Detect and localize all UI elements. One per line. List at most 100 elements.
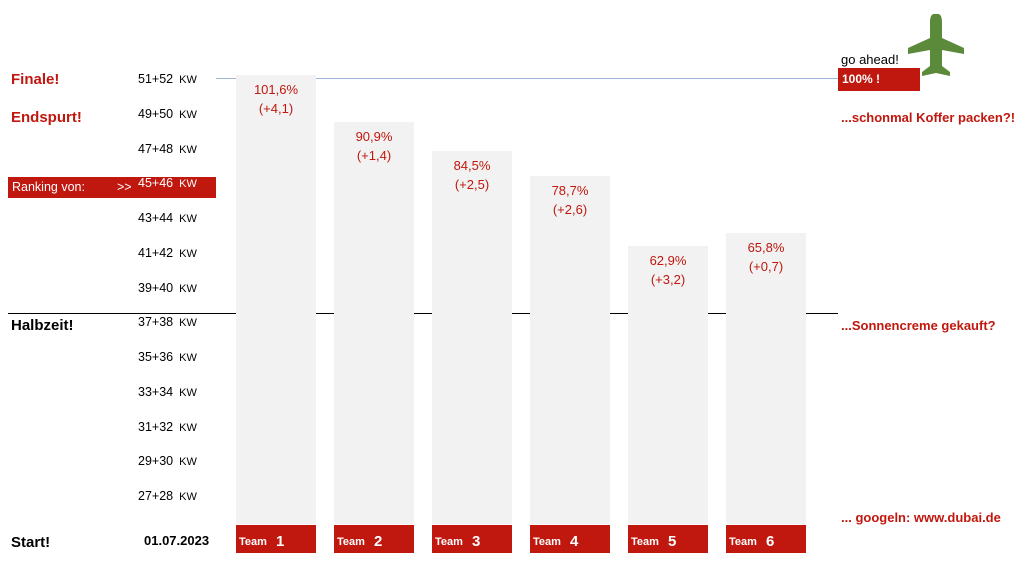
bar-change: (+0,7) [748, 259, 784, 275]
y-tick-period: 41+42 [138, 245, 174, 260]
y-tick-period: 47+48 [138, 141, 174, 156]
y-tick-period: 33+34 [138, 384, 174, 399]
y-tick-unit: KW [176, 74, 197, 86]
bar-team-2 [334, 122, 414, 524]
y-tick-label: 39+40 KW [138, 281, 197, 295]
bar-percent: 65,8% [747, 240, 785, 256]
team-number: 2 [374, 533, 383, 550]
halfway-line-segment [414, 313, 432, 314]
hundred-label: 100% ! [842, 72, 881, 86]
y-tick-label: 43+44 KW [138, 211, 197, 225]
team-number: 5 [668, 533, 677, 550]
y-tick-label: 31+32 KW [138, 420, 197, 434]
airplane-icon [908, 14, 964, 76]
koffer-label: ...schonmal Koffer packen?! [841, 110, 1016, 125]
bar-value-label: 84,5% (+2,5) [432, 156, 512, 194]
y-tick-label: 33+34 KW [138, 385, 197, 399]
y-tick-period: 31+32 [138, 419, 174, 434]
y-tick-label: 29+30 KW [138, 454, 197, 468]
halfway-line-segment [512, 313, 530, 314]
bar-change: (+3,2) [650, 271, 686, 287]
bar-team-1 [236, 74, 316, 524]
endspurt-label: Endspurt! [11, 109, 82, 126]
ranking-banner [8, 177, 216, 198]
y-tick-unit: KW [176, 178, 197, 191]
halfway-line-segment [316, 313, 334, 314]
start-date: 01.07.2023 [144, 533, 210, 548]
halbzeit-label: Halbzeit! [11, 317, 74, 334]
y-tick-unit: KW [176, 421, 197, 434]
y-tick-unit: KW [176, 317, 197, 330]
team-label: Team 3 [432, 525, 512, 553]
y-tick-unit: KW [176, 491, 197, 503]
team-word: Team [729, 536, 757, 548]
team-number: 1 [276, 533, 285, 550]
team-number: 3 [472, 533, 481, 550]
team-number: 6 [766, 533, 775, 550]
y-tick-period: 37+38 [138, 315, 174, 330]
team-word: Team [435, 536, 463, 548]
ranking-label: Ranking von: [12, 180, 85, 194]
halfway-line-segment [610, 313, 628, 314]
team-label: Team 5 [628, 525, 708, 553]
bar-team-6 [726, 233, 806, 524]
y-tick-period: 49+50 [138, 106, 174, 121]
bar-change: (+2,6) [552, 202, 588, 218]
start-label: Start! [11, 534, 51, 551]
y-tick-label: 49+50 KW [138, 107, 197, 121]
y-tick-unit: KW [176, 352, 197, 364]
bar-value-label: 62,9% (+3,2) [628, 251, 708, 289]
team-label: Team 4 [530, 525, 610, 553]
bar-percent: 84,5% [453, 157, 491, 173]
bar-change: (+1,4) [356, 148, 392, 164]
team-word: Team [239, 536, 267, 548]
bar-team-5 [628, 245, 708, 524]
halfway-line-segment [8, 313, 236, 314]
y-tick-period: 43+44 [138, 211, 174, 225]
y-tick-unit: KW [176, 282, 197, 295]
y-tick-unit: KW [176, 386, 197, 399]
y-tick-period: 29+30 [138, 454, 174, 469]
y-tick-unit: KW [176, 456, 197, 469]
ranking-arrow: >> [117, 180, 132, 194]
go-ahead-label: go ahead! [841, 52, 899, 67]
target-line [216, 78, 838, 79]
y-tick-label: 47+48 KW [138, 142, 197, 156]
bar-percent: 78,7% [551, 183, 589, 199]
bar-value-label: 101,6% (+4,1) [236, 80, 316, 118]
halfway-line-segment [806, 313, 838, 314]
bar-percent: 62,9% [649, 252, 687, 268]
y-tick-period: 39+40 [138, 280, 174, 295]
y-tick-unit: KW [176, 108, 197, 121]
team-label: Team 2 [334, 525, 414, 553]
bar-percent: 90,9% [355, 129, 393, 145]
y-tick-period: 35+36 [138, 350, 174, 364]
y-tick-period: 51+52 [138, 72, 174, 86]
googeln-label: ... googeln: www.dubai.de [841, 510, 1001, 525]
bar-value-label: 90,9% (+1,4) [334, 127, 414, 165]
team-number: 4 [570, 533, 579, 550]
hundred-badge [838, 68, 920, 91]
y-tick-label: 45+46 KW [138, 176, 197, 190]
bar-change: (+4,1) [258, 100, 294, 116]
bar-team-3 [432, 150, 512, 524]
y-tick-unit: KW [176, 213, 197, 225]
sonnencreme-label: ...Sonnencreme gekauft? [841, 318, 996, 333]
y-tick-unit: KW [176, 143, 197, 156]
bar-percent: 101,6% [253, 81, 299, 97]
finale-label: Finale! [11, 71, 60, 88]
team-word: Team [533, 536, 561, 548]
y-tick-label: 37+38 KW [138, 315, 197, 329]
bar-value-label: 78,7% (+2,6) [530, 181, 610, 219]
team-word: Team [337, 536, 365, 548]
bar-change: (+2,5) [454, 176, 490, 192]
team-label: Team 1 [236, 525, 316, 553]
y-tick-label: 51+52 KW [138, 72, 197, 86]
y-tick-unit: KW [176, 247, 197, 260]
y-tick-period: 45+46 [138, 176, 174, 191]
y-tick-label: 41+42 KW [138, 246, 197, 260]
team-label: Team 6 [726, 525, 806, 553]
y-tick-label: 27+28 KW [138, 489, 197, 503]
bar-team-4 [530, 176, 610, 524]
team-word: Team [631, 536, 659, 548]
